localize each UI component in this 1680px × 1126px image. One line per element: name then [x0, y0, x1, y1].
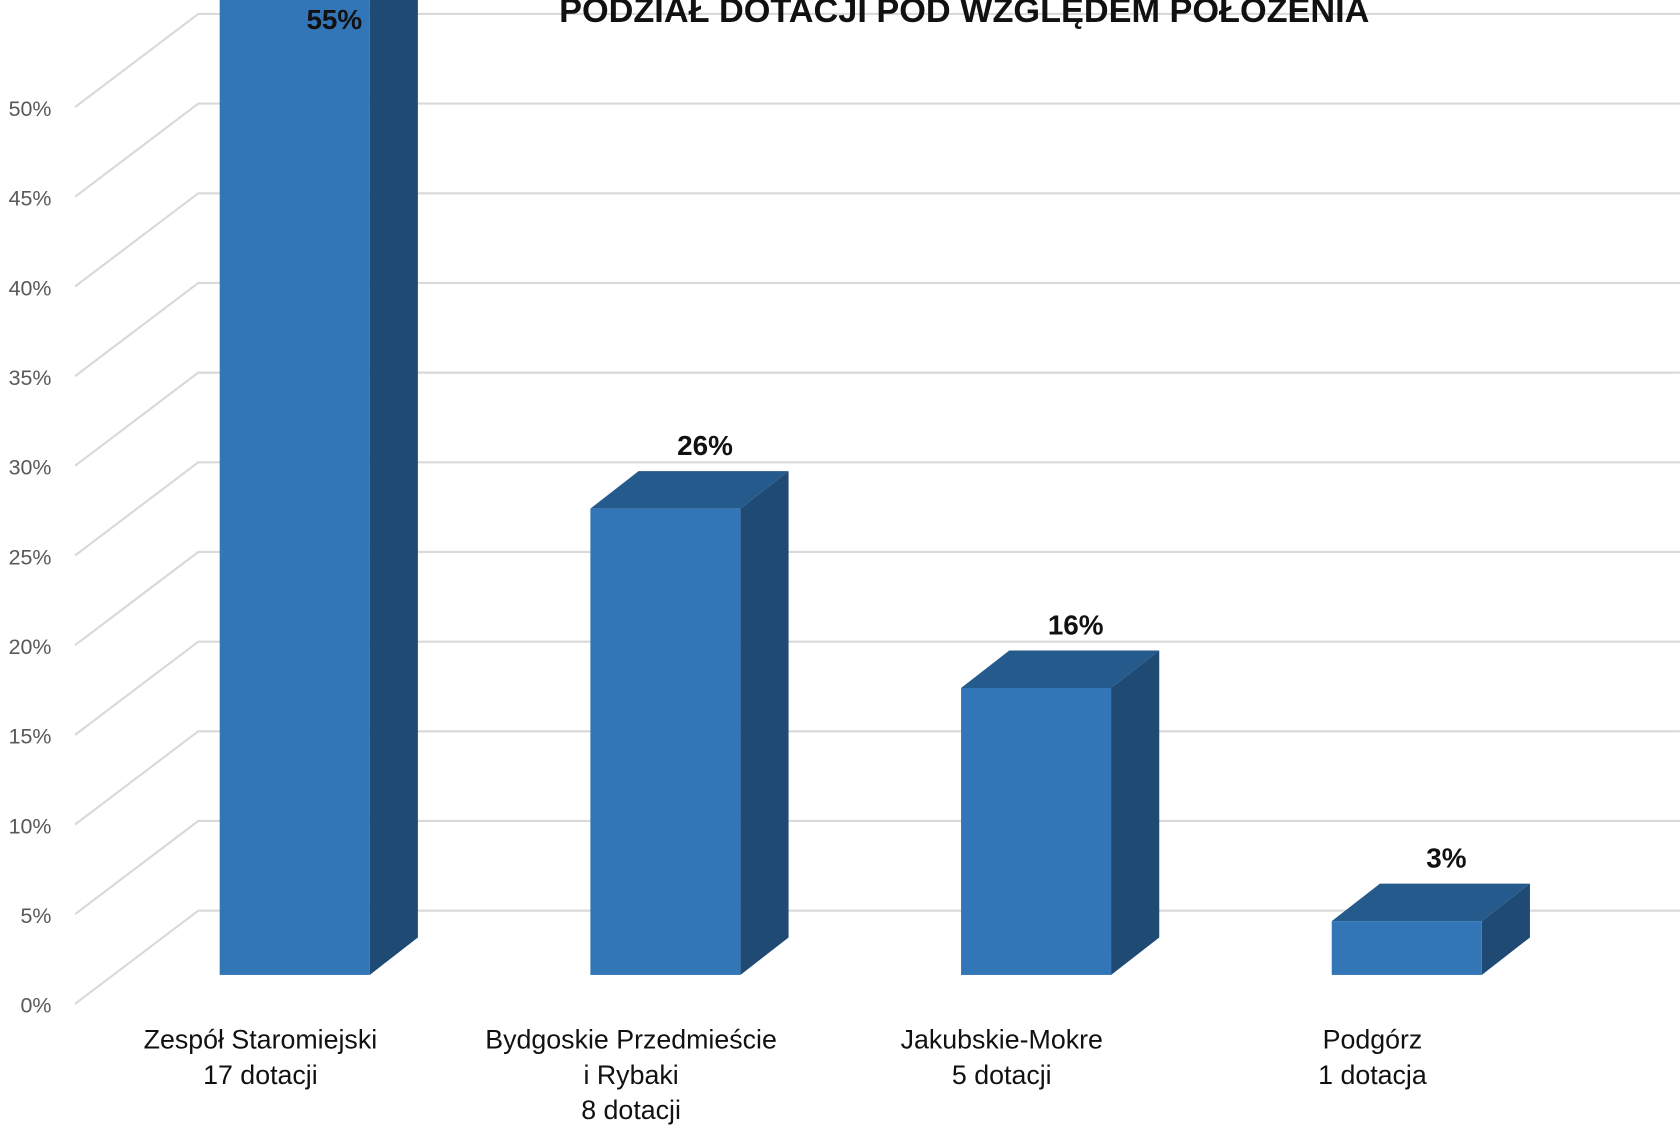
y-tick-label: 15%	[9, 725, 52, 749]
bar-top	[961, 650, 1160, 688]
grid-line	[74, 371, 1680, 467]
grid-line	[74, 640, 1680, 736]
grid-line	[74, 12, 1680, 108]
x-tick-label: Jakubskie-Mokre	[901, 1024, 1103, 1054]
grid-line	[74, 909, 1680, 1005]
chart-title: PODZIAŁ DOTACJI POD WZGLĘDEM POŁOŻENIA	[559, 0, 1369, 30]
bar-top	[590, 471, 789, 509]
bar	[961, 650, 1160, 975]
grid-line	[74, 819, 1680, 916]
bar-side	[740, 471, 789, 975]
grid-line	[74, 550, 1680, 647]
grid	[74, 12, 1680, 1005]
bar-side	[1481, 883, 1530, 975]
y-tick-label: 10%	[9, 814, 52, 838]
y-tick-label: 45%	[9, 187, 52, 211]
bar	[1331, 883, 1530, 975]
grid-line	[74, 281, 1680, 378]
x-tick-label: i Rybaki	[583, 1060, 678, 1090]
bar-front	[961, 687, 1112, 975]
bar-side	[1111, 650, 1160, 975]
y-tick-label: 20%	[9, 635, 52, 659]
y-tick-label: 35%	[9, 366, 52, 390]
grid-line	[74, 192, 1680, 288]
y-tick-label: 5%	[21, 904, 52, 928]
x-tick-label: Bydgoskie Przedmieście	[485, 1024, 777, 1054]
grid-line	[74, 461, 1680, 557]
data-label: 3%	[1426, 842, 1466, 873]
y-tick-label: 40%	[9, 276, 52, 300]
grid-line	[74, 730, 1680, 826]
y-tick-label: 50%	[9, 97, 52, 121]
x-tick-label: Zespół Staromiejski	[144, 1024, 378, 1054]
y-tick-label: 25%	[9, 545, 52, 569]
data-label: 16%	[1048, 609, 1104, 640]
y-tick-label: 0%	[21, 994, 52, 1018]
bar-side	[369, 0, 418, 975]
x-tick-label: Podgórz	[1323, 1024, 1423, 1054]
bar-top	[1331, 883, 1530, 922]
x-tick-label: 8 dotacji	[581, 1095, 681, 1125]
data-label: 55%	[306, 4, 362, 35]
bar-front	[219, 0, 370, 975]
bar-front	[590, 508, 741, 975]
bar	[590, 471, 789, 975]
data-label: 26%	[677, 430, 733, 461]
y-tick-label: 30%	[9, 456, 52, 480]
bar	[219, 0, 418, 975]
bar-front	[1331, 921, 1482, 975]
x-tick-label: 17 dotacji	[203, 1060, 318, 1090]
x-tick-label: 1 dotacja	[1318, 1060, 1427, 1090]
x-tick-label: 5 dotacji	[952, 1060, 1052, 1090]
grid-line	[74, 102, 1680, 198]
